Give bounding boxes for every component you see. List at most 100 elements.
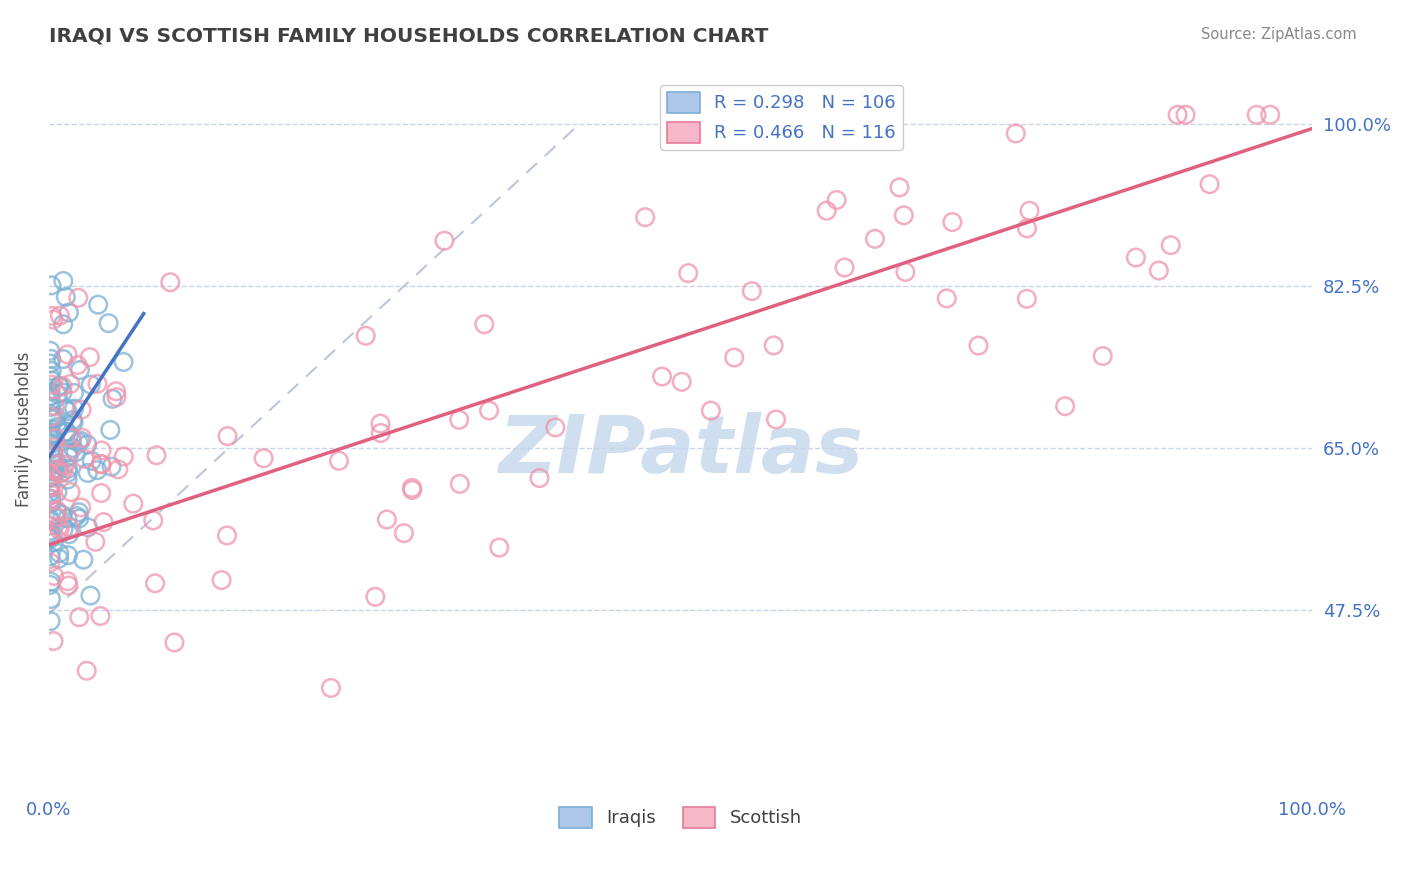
Point bbox=[39, 369, 62, 384]
Point bbox=[863, 232, 886, 246]
Point bbox=[1174, 108, 1197, 122]
Point bbox=[1018, 203, 1040, 218]
Point bbox=[42, 441, 65, 455]
Point bbox=[51, 508, 73, 522]
Text: Source: ZipAtlas.com: Source: ZipAtlas.com bbox=[1201, 27, 1357, 42]
Point bbox=[364, 590, 387, 604]
Point bbox=[1015, 221, 1038, 235]
Point bbox=[80, 454, 103, 468]
Point bbox=[44, 450, 66, 464]
Point bbox=[935, 292, 957, 306]
Point bbox=[101, 392, 124, 406]
Point bbox=[45, 511, 67, 525]
Point bbox=[319, 681, 342, 695]
Point bbox=[63, 385, 86, 400]
Point bbox=[65, 445, 87, 459]
Point bbox=[46, 504, 69, 518]
Point bbox=[634, 211, 657, 225]
Point bbox=[39, 429, 62, 443]
Point bbox=[100, 459, 122, 474]
Point bbox=[122, 497, 145, 511]
Point bbox=[39, 430, 62, 444]
Point bbox=[39, 529, 62, 543]
Point bbox=[67, 511, 90, 525]
Point bbox=[39, 578, 62, 592]
Point bbox=[52, 379, 75, 393]
Point bbox=[42, 462, 65, 476]
Point bbox=[44, 458, 66, 472]
Point bbox=[42, 569, 65, 583]
Point bbox=[39, 373, 62, 387]
Point bbox=[42, 535, 65, 549]
Point bbox=[97, 316, 120, 330]
Point bbox=[370, 417, 392, 431]
Point bbox=[893, 208, 915, 222]
Point bbox=[60, 433, 83, 447]
Point bbox=[401, 481, 423, 495]
Point bbox=[48, 520, 70, 534]
Point bbox=[48, 378, 70, 392]
Text: ZIPatlas: ZIPatlas bbox=[498, 412, 863, 490]
Point bbox=[1015, 292, 1038, 306]
Point bbox=[39, 422, 62, 436]
Point bbox=[79, 350, 101, 364]
Point bbox=[59, 485, 82, 500]
Point bbox=[39, 480, 62, 494]
Point bbox=[39, 492, 62, 507]
Point bbox=[48, 551, 70, 566]
Point bbox=[39, 591, 62, 606]
Point bbox=[41, 278, 63, 293]
Point bbox=[55, 402, 77, 417]
Point bbox=[42, 446, 65, 460]
Point bbox=[894, 265, 917, 279]
Point bbox=[449, 413, 471, 427]
Point bbox=[145, 448, 167, 462]
Point bbox=[67, 610, 90, 624]
Point bbox=[41, 309, 63, 323]
Point bbox=[77, 520, 100, 534]
Point bbox=[163, 635, 186, 649]
Point bbox=[544, 420, 567, 434]
Point bbox=[39, 549, 62, 564]
Point bbox=[41, 469, 63, 483]
Point bbox=[941, 215, 963, 229]
Point bbox=[56, 466, 79, 480]
Point bbox=[142, 513, 165, 527]
Point bbox=[52, 318, 75, 332]
Point bbox=[44, 431, 66, 445]
Point bbox=[66, 358, 89, 372]
Point bbox=[62, 441, 84, 455]
Point bbox=[39, 384, 62, 399]
Point bbox=[1246, 108, 1268, 122]
Point bbox=[1147, 263, 1170, 277]
Point bbox=[1091, 349, 1114, 363]
Point bbox=[63, 401, 86, 416]
Point bbox=[39, 491, 62, 506]
Point bbox=[67, 291, 90, 305]
Point bbox=[967, 338, 990, 352]
Legend: Iraqis, Scottish: Iraqis, Scottish bbox=[551, 800, 808, 835]
Text: IRAQI VS SCOTTISH FAMILY HOUSEHOLDS CORRELATION CHART: IRAQI VS SCOTTISH FAMILY HOUSEHOLDS CORR… bbox=[49, 27, 769, 45]
Point bbox=[401, 483, 423, 497]
Point bbox=[39, 614, 62, 628]
Point bbox=[62, 413, 84, 427]
Point bbox=[39, 400, 62, 414]
Point bbox=[58, 578, 80, 592]
Point bbox=[834, 260, 856, 275]
Point bbox=[1004, 127, 1026, 141]
Point bbox=[56, 548, 79, 562]
Point bbox=[478, 403, 501, 417]
Point bbox=[41, 488, 63, 502]
Point bbox=[39, 514, 62, 528]
Point bbox=[39, 512, 62, 526]
Point bbox=[62, 416, 84, 430]
Point bbox=[76, 664, 98, 678]
Point bbox=[49, 467, 72, 481]
Point bbox=[41, 465, 63, 479]
Point bbox=[39, 468, 62, 483]
Point bbox=[45, 409, 67, 423]
Point bbox=[112, 450, 135, 464]
Point bbox=[143, 576, 166, 591]
Point bbox=[46, 419, 69, 434]
Point bbox=[39, 556, 62, 570]
